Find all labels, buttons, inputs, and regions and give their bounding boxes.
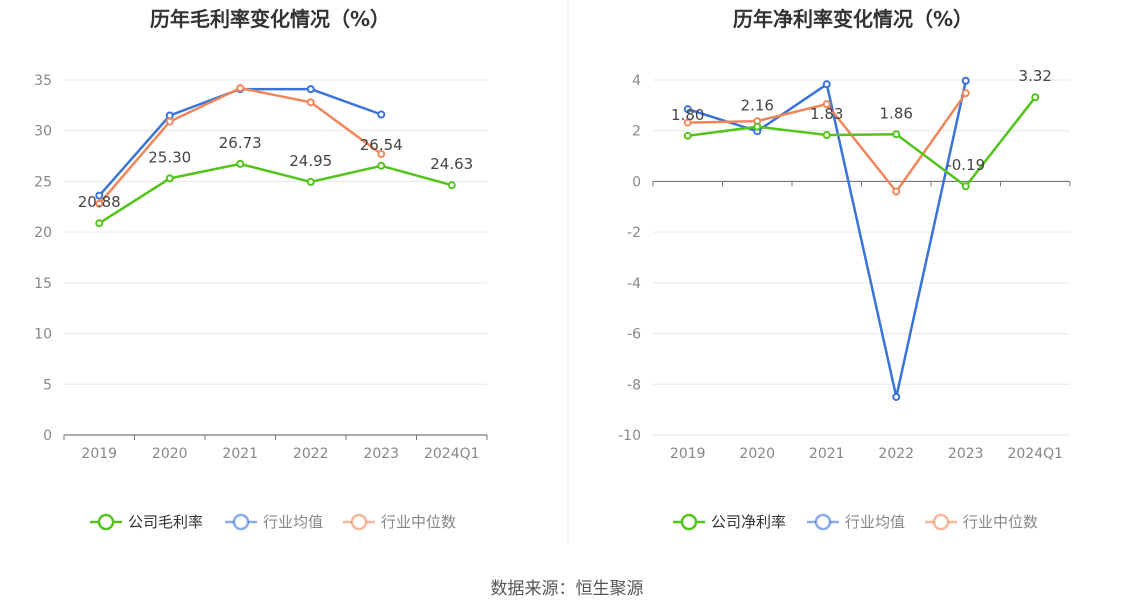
data-point bbox=[306, 85, 315, 94]
series-line bbox=[687, 96, 1037, 188]
data-label: 2.16 bbox=[741, 97, 774, 115]
y-tick-label: 35 bbox=[34, 73, 52, 89]
series-line bbox=[687, 80, 968, 399]
data-point bbox=[892, 130, 901, 139]
data-point bbox=[892, 187, 901, 196]
data-label: 26.73 bbox=[219, 134, 262, 152]
series-line bbox=[98, 162, 453, 225]
data-label: 3.32 bbox=[1019, 67, 1052, 85]
legend-label: 行业中位数 bbox=[381, 513, 456, 531]
data-point bbox=[236, 159, 245, 168]
y-tick-label: 15 bbox=[34, 276, 52, 292]
data-point bbox=[753, 122, 762, 131]
y-tick-label: -10 bbox=[618, 428, 641, 444]
y-tick-label: 2 bbox=[632, 124, 641, 140]
y-tick-label: 4 bbox=[632, 73, 641, 89]
data-point bbox=[165, 117, 174, 126]
data-point bbox=[95, 219, 104, 228]
x-tick-label: 2023 bbox=[363, 446, 399, 462]
data-point bbox=[961, 89, 970, 98]
x-tick-label: 2024Q1 bbox=[424, 446, 480, 462]
x-tick-label: 2023 bbox=[948, 446, 984, 462]
y-tick-label: -2 bbox=[627, 225, 641, 241]
data-label: 1.83 bbox=[810, 105, 843, 123]
data-label: 20.88 bbox=[78, 193, 121, 211]
x-tick-label: 2019 bbox=[670, 446, 706, 462]
legend-label: 公司毛利率 bbox=[128, 513, 203, 531]
x-tick-label: 2022 bbox=[293, 446, 329, 462]
legend-swatch-marker bbox=[680, 513, 698, 531]
x-tick-label: 2019 bbox=[81, 446, 117, 462]
data-label: 1.86 bbox=[880, 104, 913, 122]
chart-title: 历年净利率变化情况（%） bbox=[733, 7, 973, 31]
legend-swatch-marker bbox=[97, 513, 115, 531]
data-point bbox=[377, 161, 386, 170]
data-point bbox=[822, 100, 831, 109]
x-tick-label: 2020 bbox=[739, 446, 775, 462]
y-tick-label: 0 bbox=[632, 174, 641, 190]
y-tick-label: -4 bbox=[627, 276, 641, 292]
data-label: 25.30 bbox=[148, 148, 191, 166]
data-label: -0.19 bbox=[946, 156, 985, 174]
data-point bbox=[683, 118, 692, 127]
net-margin-chart: 历年净利率变化情况（%） -10 -8 -6 -4 -2 0 2 4 2019 2020 2021 20… bbox=[618, 7, 1071, 531]
data-point bbox=[165, 174, 174, 183]
data-label: 26.54 bbox=[360, 136, 403, 154]
y-tick-label: 20 bbox=[34, 225, 52, 241]
data-point bbox=[95, 199, 104, 208]
data-source-note: 数据来源：恒生聚源 bbox=[490, 579, 644, 599]
y-tick-label: -8 bbox=[627, 377, 641, 393]
data-point bbox=[961, 182, 970, 191]
gross-margin-chart: 历年毛利率变化情况（%） 0 5 10 15 20 25 30 35 2019 2020 2021 20… bbox=[34, 7, 488, 531]
data-point bbox=[236, 84, 245, 93]
x-tick-label: 2020 bbox=[152, 446, 188, 462]
data-point bbox=[892, 392, 901, 401]
x-tick-label: 2024Q1 bbox=[1007, 446, 1063, 462]
data-point bbox=[1031, 93, 1040, 102]
y-tick-label: 5 bbox=[43, 377, 52, 393]
y-tick-label: -6 bbox=[627, 327, 641, 343]
data-label: 24.63 bbox=[430, 155, 473, 173]
data-label: 1.80 bbox=[671, 106, 704, 124]
y-tick-label: 30 bbox=[34, 124, 52, 140]
data-point bbox=[683, 105, 692, 114]
legend-swatch-marker bbox=[932, 513, 950, 531]
x-tick-label: 2022 bbox=[878, 446, 914, 462]
data-point bbox=[377, 150, 386, 159]
legend-swatch-marker bbox=[232, 513, 250, 531]
data-point bbox=[306, 98, 315, 107]
legend-swatch-marker bbox=[350, 513, 368, 531]
y-tick-label: 25 bbox=[34, 174, 52, 190]
y-tick-label: 0 bbox=[43, 428, 52, 444]
data-point bbox=[822, 80, 831, 89]
y-tick-label: 10 bbox=[34, 327, 52, 343]
data-point bbox=[961, 76, 970, 85]
legend-label: 行业中位数 bbox=[963, 513, 1038, 531]
data-point bbox=[95, 191, 104, 200]
data-point bbox=[377, 110, 386, 119]
data-label: 24.95 bbox=[289, 152, 332, 170]
data-point bbox=[447, 181, 456, 190]
legend-label: 行业均值 bbox=[263, 513, 323, 531]
legend-swatch-marker bbox=[814, 513, 832, 531]
x-tick-label: 2021 bbox=[222, 446, 258, 462]
x-tick-label: 2021 bbox=[809, 446, 845, 462]
legend-label: 行业均值 bbox=[845, 513, 905, 531]
data-point bbox=[822, 131, 831, 140]
data-point bbox=[683, 131, 692, 140]
data-point bbox=[306, 177, 315, 186]
legend-label: 公司净利率 bbox=[711, 513, 786, 531]
chart-title: 历年毛利率变化情况（%） bbox=[150, 7, 390, 31]
